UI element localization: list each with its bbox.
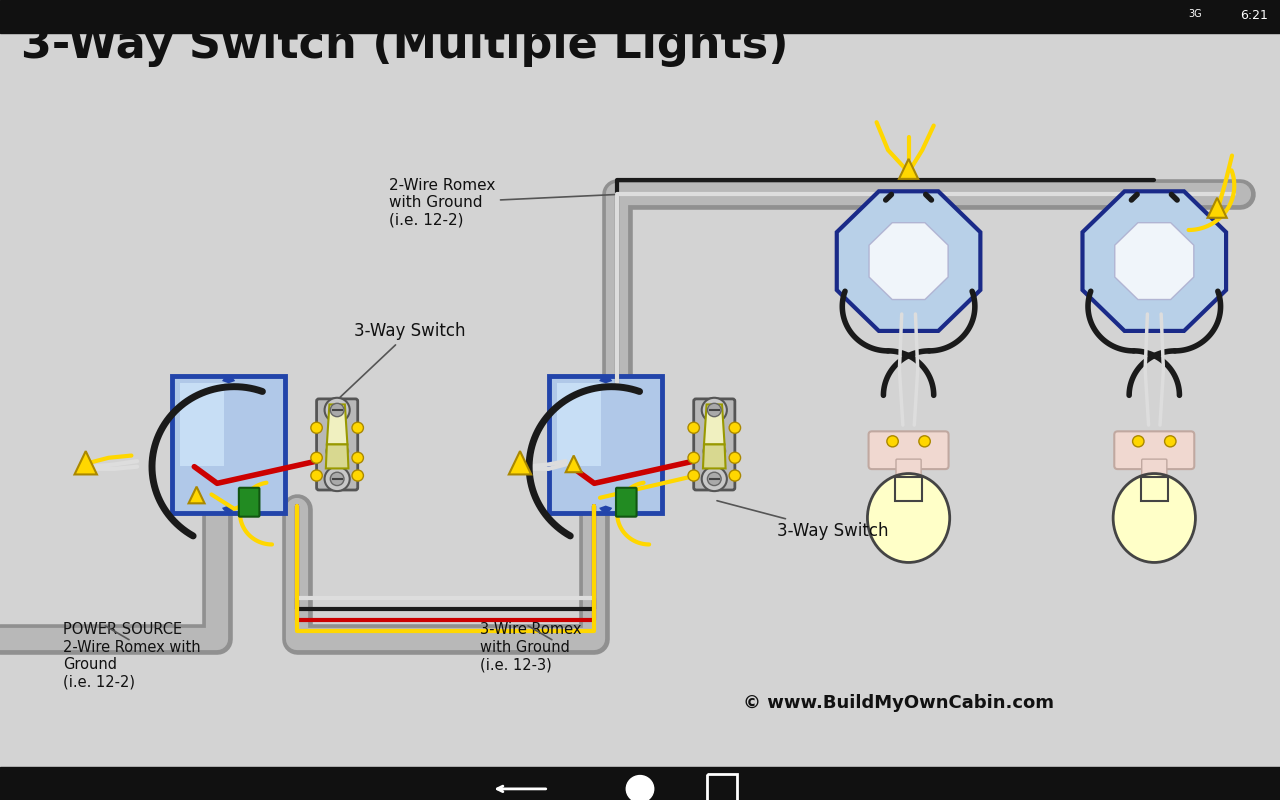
Circle shape <box>701 466 727 491</box>
Circle shape <box>325 446 335 455</box>
FancyBboxPatch shape <box>557 383 600 466</box>
Polygon shape <box>1083 191 1226 331</box>
Circle shape <box>311 470 323 481</box>
Circle shape <box>701 398 727 422</box>
FancyBboxPatch shape <box>1142 459 1167 482</box>
Ellipse shape <box>868 474 950 562</box>
Circle shape <box>311 452 323 463</box>
Wedge shape <box>223 377 236 383</box>
Circle shape <box>333 431 342 440</box>
Polygon shape <box>1115 222 1194 299</box>
Ellipse shape <box>1114 474 1196 562</box>
FancyBboxPatch shape <box>895 477 923 502</box>
Circle shape <box>730 470 741 481</box>
Polygon shape <box>508 451 531 474</box>
Circle shape <box>709 431 719 440</box>
Text: 3-Way Switch (Multiple Lights): 3-Way Switch (Multiple Lights) <box>20 25 788 67</box>
Polygon shape <box>837 191 980 331</box>
Circle shape <box>1165 436 1176 447</box>
Circle shape <box>352 452 364 463</box>
Circle shape <box>708 472 721 486</box>
FancyBboxPatch shape <box>172 375 285 514</box>
FancyBboxPatch shape <box>180 383 224 466</box>
FancyBboxPatch shape <box>896 459 922 482</box>
Circle shape <box>708 403 721 417</box>
Text: © www.BuildMyOwnCabin.com: © www.BuildMyOwnCabin.com <box>742 694 1053 713</box>
Wedge shape <box>599 377 612 383</box>
FancyBboxPatch shape <box>239 488 260 517</box>
FancyBboxPatch shape <box>616 488 636 517</box>
Circle shape <box>887 436 899 447</box>
Circle shape <box>352 422 364 434</box>
Polygon shape <box>1207 198 1226 218</box>
Polygon shape <box>899 159 918 179</box>
Circle shape <box>919 436 931 447</box>
Polygon shape <box>703 445 726 469</box>
Circle shape <box>330 472 344 486</box>
Circle shape <box>730 452 741 463</box>
Circle shape <box>330 403 344 417</box>
Text: 2-Wire Romex
with Ground
(i.e. 12-2): 2-Wire Romex with Ground (i.e. 12-2) <box>389 178 614 227</box>
Circle shape <box>325 466 349 491</box>
FancyBboxPatch shape <box>316 399 357 490</box>
Text: 3-Wire Romex
with Ground
(i.e. 12-3): 3-Wire Romex with Ground (i.e. 12-3) <box>480 622 581 672</box>
Circle shape <box>703 446 712 455</box>
Circle shape <box>689 452 699 463</box>
Polygon shape <box>566 455 581 472</box>
Wedge shape <box>599 506 612 512</box>
Circle shape <box>339 446 348 455</box>
Circle shape <box>325 398 349 422</box>
Polygon shape <box>188 486 205 503</box>
Text: 3G: 3G <box>1189 9 1202 19</box>
Text: 3-Way Switch: 3-Way Switch <box>339 322 466 398</box>
FancyBboxPatch shape <box>869 431 948 469</box>
Text: POWER SOURCE
2-Wire Romex with
Ground
(i.e. 12-2): POWER SOURCE 2-Wire Romex with Ground (i… <box>63 622 201 690</box>
Bar <box>0 0 1280 34</box>
Polygon shape <box>326 405 347 445</box>
Text: 3-Way Switch: 3-Way Switch <box>717 501 888 540</box>
Polygon shape <box>326 445 348 469</box>
Circle shape <box>352 470 364 481</box>
FancyBboxPatch shape <box>1115 431 1194 469</box>
FancyBboxPatch shape <box>694 399 735 490</box>
Bar <box>0 766 1280 800</box>
Polygon shape <box>704 405 724 445</box>
Text: 6:21: 6:21 <box>1240 9 1268 22</box>
Circle shape <box>717 446 726 455</box>
Circle shape <box>689 470 699 481</box>
Circle shape <box>730 422 741 434</box>
Circle shape <box>689 422 699 434</box>
Wedge shape <box>223 506 236 512</box>
Polygon shape <box>74 451 97 474</box>
FancyBboxPatch shape <box>1140 477 1169 502</box>
Circle shape <box>1133 436 1144 447</box>
FancyBboxPatch shape <box>549 375 662 514</box>
Polygon shape <box>869 222 948 299</box>
Circle shape <box>311 422 323 434</box>
Circle shape <box>626 775 654 800</box>
